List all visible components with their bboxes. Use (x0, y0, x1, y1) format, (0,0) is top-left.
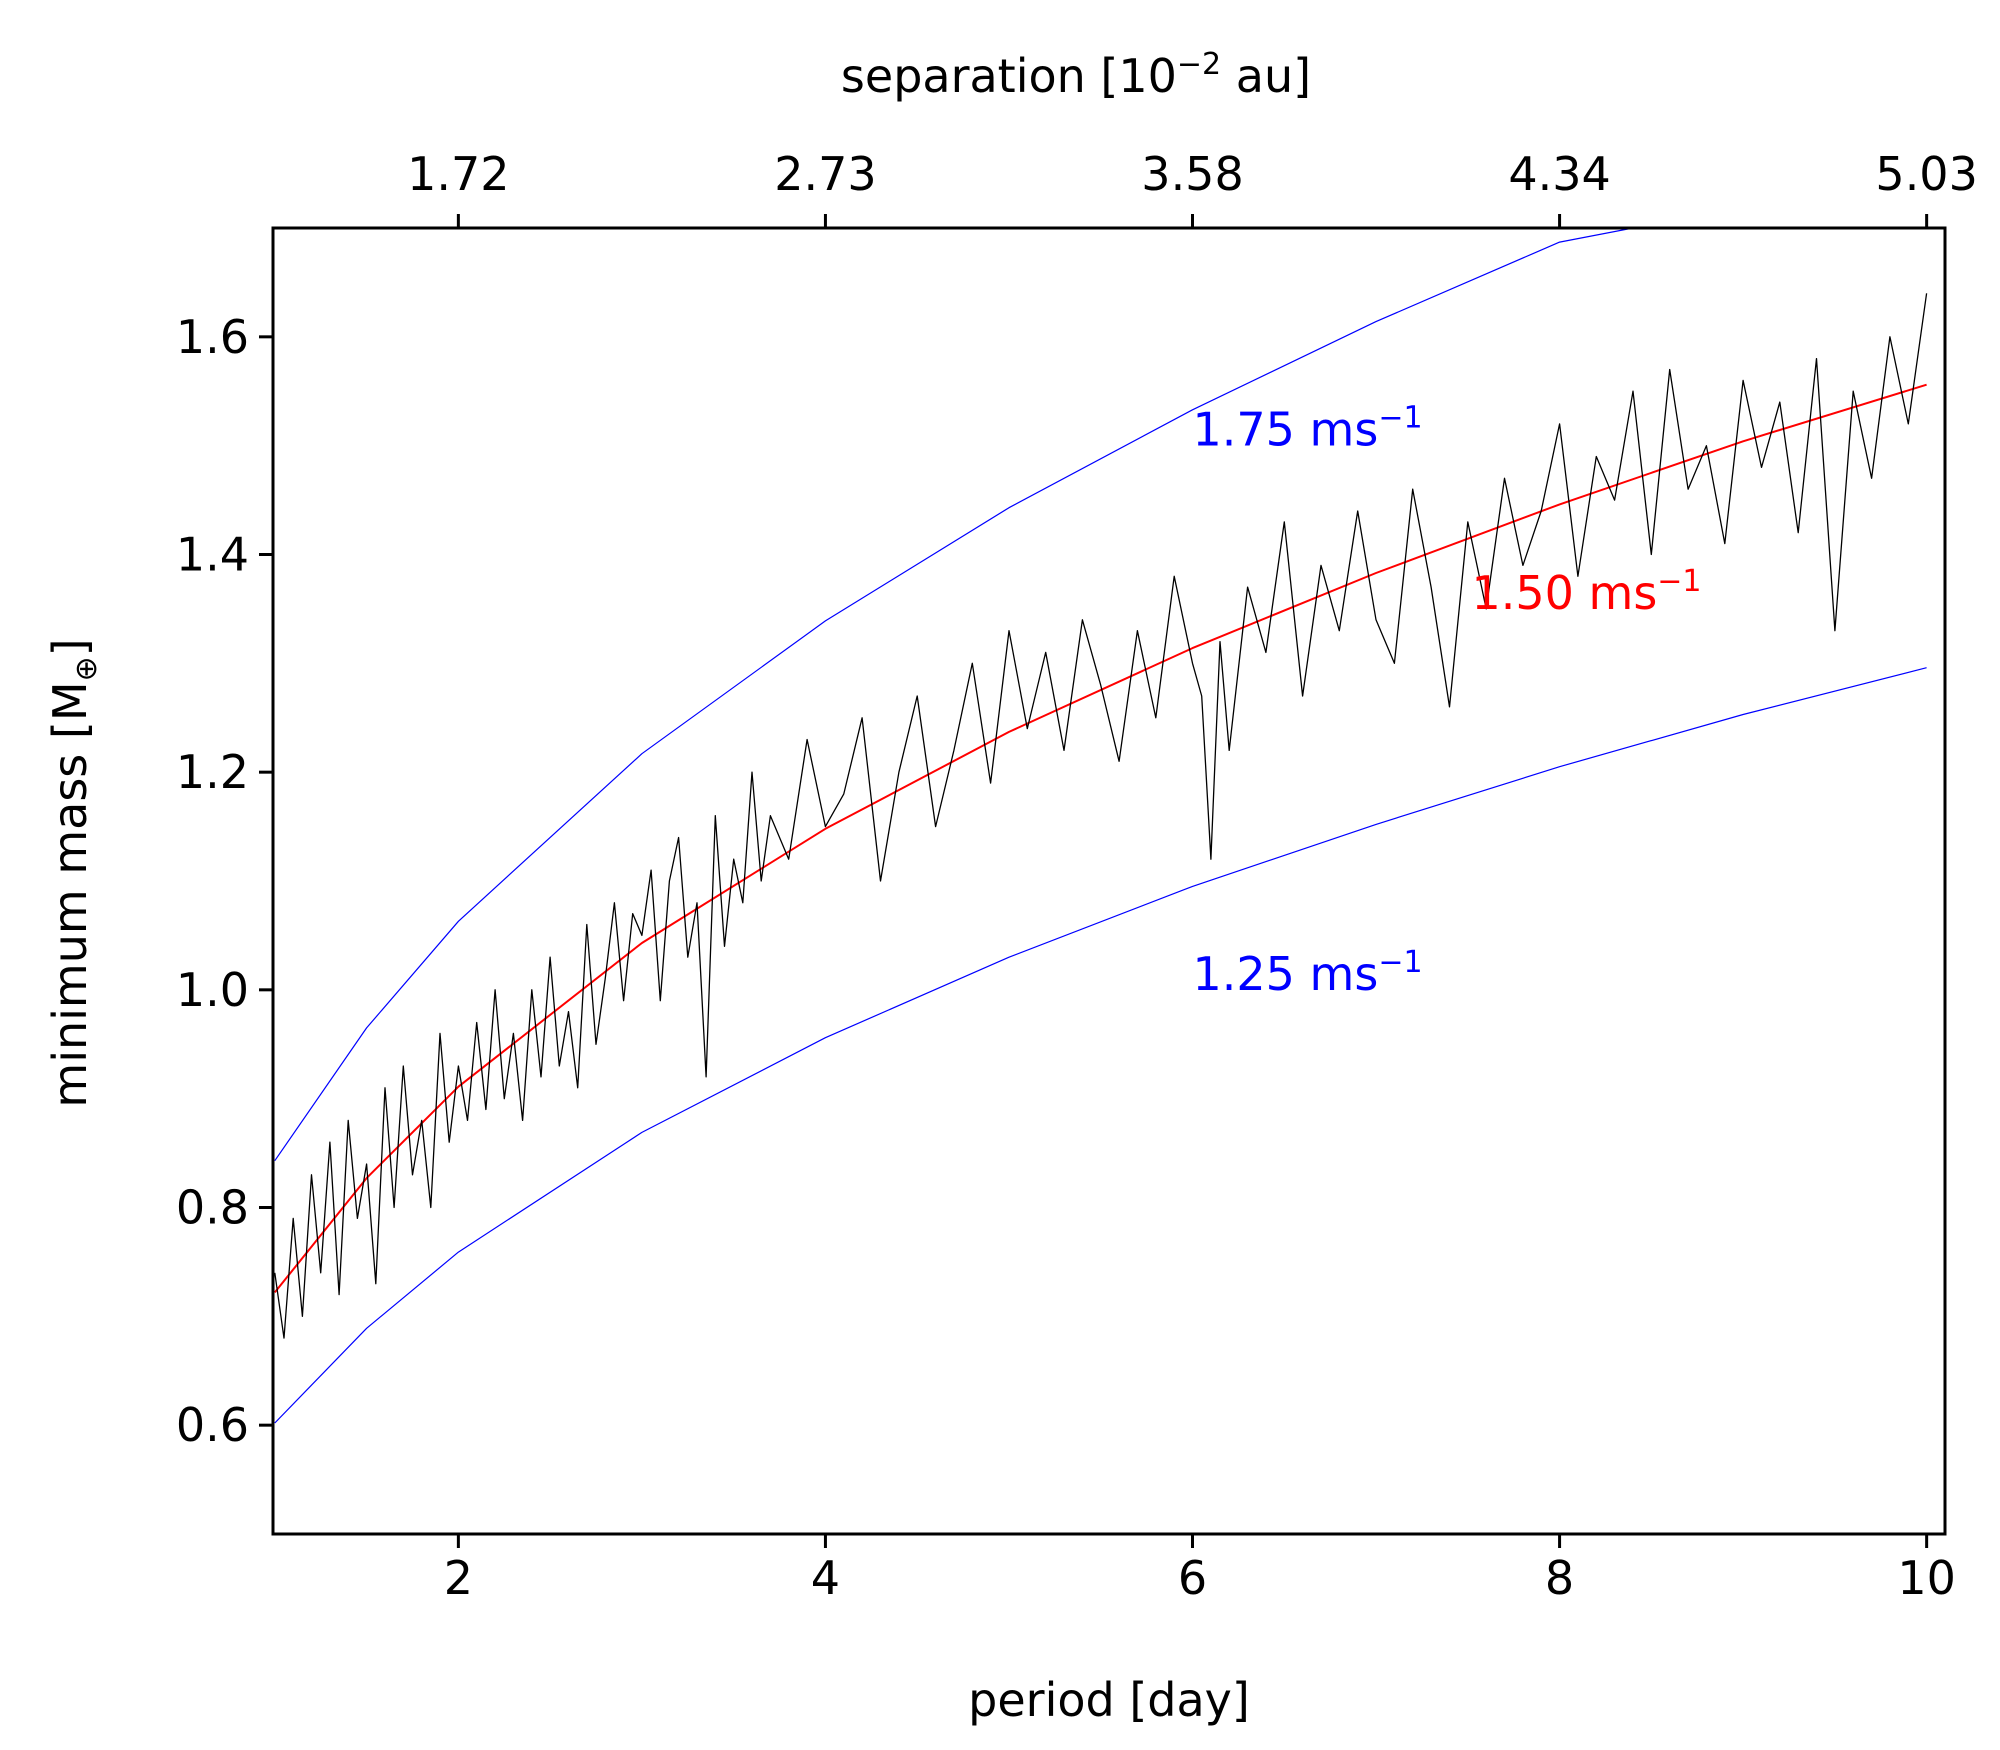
x-tick-label: 10 (1897, 1551, 1956, 1605)
y-tick-label: 1.6 (176, 310, 249, 364)
model-curve-line-0 (274, 228, 1634, 1162)
x-tick-label: 8 (1545, 1551, 1574, 1605)
plot-frame (271, 226, 1947, 1536)
y-tick-label: 1.2 (176, 745, 249, 799)
curve-annotation-0: 1.75 ms−1 (1193, 401, 1423, 457)
y-tick-label: 1.4 (176, 528, 249, 582)
y-tick-label: 0.8 (176, 1181, 249, 1235)
x-axis-label: period [day] (968, 1673, 1250, 1727)
model-curve-line-1 (274, 383, 1927, 1294)
y-tick-label: 1.0 (176, 963, 249, 1017)
y-tick-label: 0.6 (176, 1398, 249, 1452)
top-axis-label: separation [10−2 au] (841, 47, 1311, 103)
top-tick-label: 1.72 (407, 147, 509, 201)
top-tick-label: 5.03 (1875, 147, 1977, 201)
curve-annotation-1: 1.50 ms−1 (1471, 564, 1701, 620)
model-curve-line-2 (274, 667, 1927, 1424)
curve-annotation-2: 1.25 ms−1 (1193, 945, 1423, 1001)
annotation-layer: 1.75 ms−1 1.50 ms−1 1.25 ms−1 (1193, 401, 1702, 1001)
ticks-layer: 2 4 6 8 10 0.6 0.8 1.0 1.2 1.4 1.6 1.72 2.73 3.58 4.34… (176, 147, 1978, 1605)
x-tick-label: 6 (1178, 1551, 1207, 1605)
series-layer (274, 228, 1928, 1424)
y-axis-label: minimum mass [M⊕] (43, 638, 104, 1107)
data-series-line (274, 293, 1928, 1339)
top-tick-label: 2.73 (774, 147, 876, 201)
x-tick-label: 4 (811, 1551, 840, 1605)
top-tick-label: 4.34 (1508, 147, 1610, 201)
x-tick-label: 2 (444, 1551, 473, 1605)
top-tick-label: 3.58 (1141, 147, 1243, 201)
